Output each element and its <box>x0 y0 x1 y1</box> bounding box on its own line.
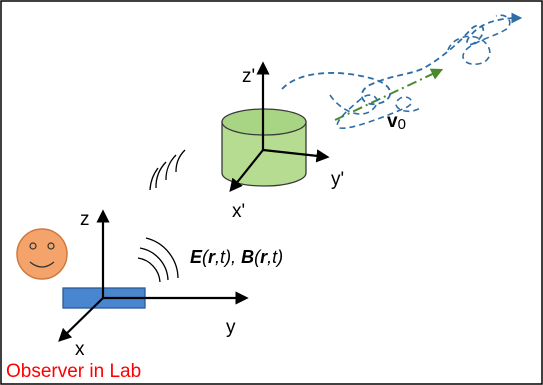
z-label: z <box>80 209 90 230</box>
x-axis <box>58 297 104 342</box>
observer-caption: Observer in Lab <box>6 361 141 382</box>
z-prime-label: z' <box>242 66 255 87</box>
wave-arcs-moving <box>149 149 186 191</box>
x-prime-axis <box>229 149 264 193</box>
moving-frame-axes <box>229 61 330 193</box>
trajectory-path <box>281 12 523 105</box>
velocity-label: v0 <box>387 111 406 133</box>
trajectory-loop <box>329 94 421 129</box>
y-prime-axis <box>262 148 330 163</box>
wave-arcs-lab <box>137 237 179 283</box>
y-label: y <box>226 317 236 338</box>
field-label: E(r,t), B(r,t) <box>190 247 283 267</box>
observer-face <box>16 228 68 280</box>
lab-frame-axes <box>58 209 249 342</box>
x-label: x <box>75 339 85 360</box>
x-prime-label: x' <box>232 201 245 222</box>
y-prime-label: y' <box>331 169 344 190</box>
